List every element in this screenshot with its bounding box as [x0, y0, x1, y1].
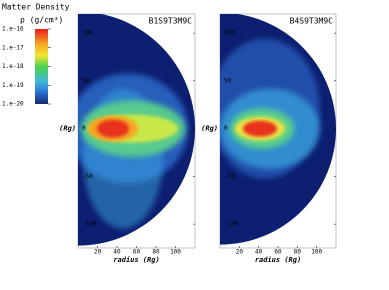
x-tick-label: 80 — [294, 249, 302, 256]
x-axis-label: radius (Rg) — [255, 256, 301, 264]
density-blob — [243, 120, 277, 137]
y-axis-label: (Rg) — [201, 125, 218, 133]
x-axis-label: radius (Rg) — [113, 256, 159, 264]
colorbar-tick-label: 1.e-20 — [2, 101, 24, 108]
colorbar-tick-label: 1.e-18 — [2, 63, 24, 70]
x-tick-label: 100 — [170, 249, 181, 256]
x-tick-label: 60 — [133, 249, 141, 256]
x-tick-label: 40 — [113, 249, 121, 256]
x-tick-label: 100 — [311, 249, 322, 256]
colorbar-tick-label: 1.e-16 — [2, 26, 24, 33]
y-tick-label: 100 — [82, 30, 93, 37]
y-tick-label: -50 — [224, 173, 235, 180]
x-tick-label: 60 — [274, 249, 282, 256]
density-blob — [97, 119, 129, 138]
colorbar-tick-label: 1.e-19 — [2, 82, 24, 89]
y-tick-label: 50 — [224, 77, 232, 84]
x-tick-label: 40 — [255, 249, 263, 256]
colorbar-tick-label: 1.e-17 — [2, 44, 24, 51]
panel-title: B1S9T3M9C — [149, 17, 193, 26]
y-tick-label: 50 — [82, 77, 90, 84]
x-tick-label: 20 — [94, 249, 102, 256]
y-tick-label: -100 — [224, 221, 239, 228]
y-tick-label: 0 — [224, 125, 228, 132]
colorbar-label: ρ (g/cm³) — [20, 16, 63, 25]
colorbar-title: Matter Density — [2, 3, 70, 12]
y-tick-label: 100 — [224, 30, 235, 37]
colorbar — [35, 29, 48, 104]
y-tick-label: -100 — [82, 221, 97, 228]
x-tick-label: 80 — [152, 249, 160, 256]
y-axis-label: (Rg) — [59, 125, 76, 133]
density-field — [78, 14, 195, 246]
y-tick-label: 0 — [82, 125, 86, 132]
x-tick-label: 20 — [236, 249, 244, 256]
panel-title: B4S9T3M9C — [290, 17, 334, 26]
y-tick-label: -50 — [82, 173, 93, 180]
